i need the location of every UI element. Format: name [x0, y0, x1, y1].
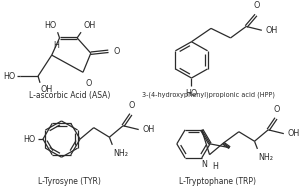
Text: L-ascorbic Acid (ASA): L-ascorbic Acid (ASA): [28, 91, 110, 100]
Text: OH: OH: [288, 129, 300, 138]
Text: O: O: [129, 101, 135, 109]
Text: O: O: [86, 79, 92, 88]
Text: OH: OH: [40, 85, 52, 94]
Text: 3-(4-hydroxyphenyl)propionic acid (HPP): 3-(4-hydroxyphenyl)propionic acid (HPP): [142, 91, 275, 98]
Text: HO: HO: [44, 21, 57, 30]
Text: L-Tryptophane (TRP): L-Tryptophane (TRP): [179, 177, 256, 186]
Text: NH₂: NH₂: [258, 153, 273, 162]
Text: OH: OH: [143, 125, 155, 134]
Text: N: N: [202, 160, 208, 169]
Text: O: O: [113, 47, 120, 56]
Text: OH: OH: [83, 21, 95, 30]
Text: L-Tyrosyne (TYR): L-Tyrosyne (TYR): [38, 177, 101, 186]
Text: NH₂: NH₂: [113, 149, 128, 158]
Text: O: O: [254, 1, 260, 10]
Text: H: H: [212, 162, 218, 171]
Text: H: H: [54, 41, 60, 50]
Text: HO: HO: [23, 135, 35, 144]
Text: O: O: [274, 105, 280, 114]
Text: HO: HO: [3, 72, 15, 81]
Text: OH: OH: [266, 26, 278, 35]
Text: HO: HO: [185, 89, 198, 98]
